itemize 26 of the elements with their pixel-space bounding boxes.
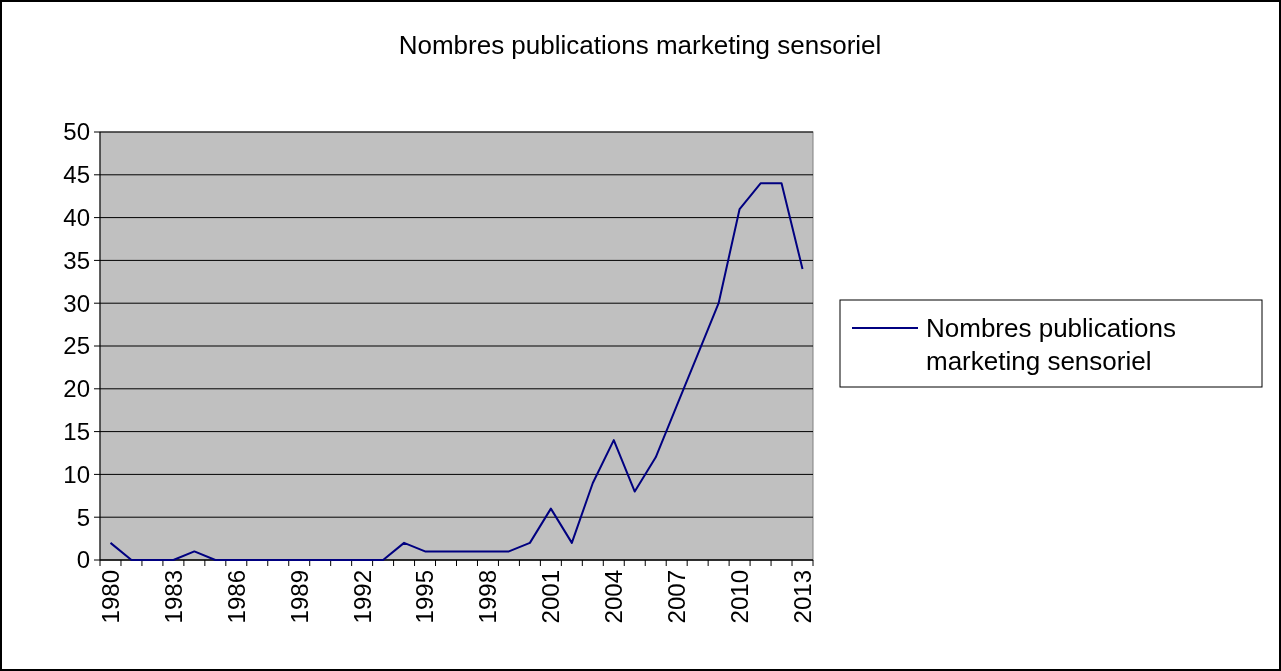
y-tick-label: 30: [63, 289, 90, 317]
y-tick-label: 0: [76, 546, 90, 574]
x-tick-label: 1980: [96, 570, 124, 624]
y-tick-label: 45: [63, 161, 90, 189]
x-tick-label: 2004: [600, 570, 628, 624]
x-tick-label: 1995: [411, 570, 439, 624]
x-tick-label: 2013: [788, 570, 816, 624]
chart-title: Nombres publications marketing sensoriel: [398, 30, 882, 60]
x-tick-label: 1986: [222, 570, 250, 624]
line-series: [109, 182, 804, 561]
y-tick-label: 20: [63, 375, 90, 403]
x-tick-label: 1983: [159, 570, 187, 624]
y-tick-label: 35: [63, 246, 90, 274]
legend-label: Nombres publications marketing sensoriel: [926, 313, 1177, 376]
x-tick-label: 2007: [663, 570, 691, 624]
x-tick-label: 1998: [474, 570, 502, 624]
x-tick-label: 1989: [285, 570, 313, 624]
y-tick-label: 40: [63, 204, 90, 231]
y-tick-label: 5: [76, 503, 90, 531]
y-tick-label: 10: [63, 460, 90, 488]
x-tick-label: 1992: [348, 570, 376, 624]
x-tick-label: 2001: [537, 570, 565, 624]
x-tick-label: 2010: [726, 570, 753, 624]
y-tick-label: 25: [63, 332, 90, 360]
y-tick-label: 50: [63, 118, 90, 146]
y-tick-label: 15: [63, 418, 90, 445]
